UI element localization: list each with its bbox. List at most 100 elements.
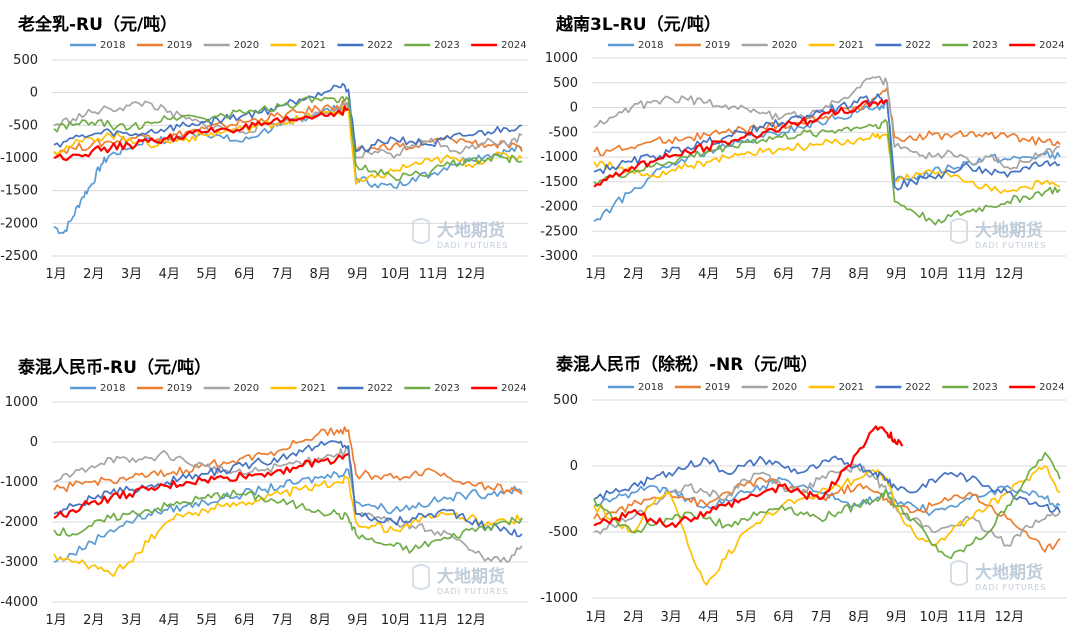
x-tick-label: 8月 — [310, 613, 331, 628]
x-tick-label: 3月 — [661, 267, 682, 282]
legend-label: 2023 — [434, 40, 459, 51]
y-tick-label: -1000 — [540, 591, 578, 606]
legend-label: 2024 — [501, 40, 526, 51]
legend-label: 2023 — [972, 382, 997, 393]
legend-label: 2021 — [301, 383, 326, 394]
y-tick-label: 0 — [570, 459, 578, 474]
y-tick-label: -2500 — [540, 224, 578, 239]
legend-label: 2021 — [301, 40, 326, 51]
series-line-2024 — [53, 452, 349, 519]
legend-label: 2020 — [234, 383, 259, 394]
legend-label: 2018 — [638, 382, 663, 393]
chart-4: 泰混人民币（除税）-NR（元/吨） 500 0 -500 -1000 1月 2月 3月 4月 5月… — [540, 354, 1066, 625]
y-tick-label: -500 — [8, 118, 38, 133]
y-tick-label: -1000 — [540, 150, 578, 165]
x-tick-label: 6月 — [234, 613, 255, 628]
y-tick-label: -500 — [548, 125, 578, 140]
series-line-2021 — [593, 132, 1061, 195]
x-tick-label: 6月 — [234, 267, 255, 282]
x-tick-label: 1月 — [45, 267, 66, 282]
chart-title: 老全乳-RU（元/吨） — [17, 14, 177, 35]
chart-2: 越南3L-RU（元/吨） 1000 500 0 -500 -1000 -1500 -2000 -… — [540, 14, 1066, 282]
watermark-cn: 大地期货 — [437, 566, 505, 587]
y-tick-label: -2000 — [0, 216, 38, 231]
x-tick-label: 12月 — [995, 267, 1025, 282]
series-line-2023 — [53, 95, 523, 182]
x-tick-label: 1月 — [45, 613, 66, 628]
x-tick-label: 10月 — [381, 613, 411, 628]
series-line-2022 — [53, 82, 523, 153]
y-tick-label: 0 — [30, 435, 38, 450]
legend-label: 2020 — [772, 40, 797, 51]
x-tick-label: 5月 — [736, 610, 757, 625]
y-tick-label: -1500 — [0, 184, 38, 199]
x-tick-label: 2月 — [83, 267, 104, 282]
y-tick-label: -3000 — [0, 555, 38, 570]
x-tick-label: 4月 — [698, 610, 719, 625]
series-line-2024 — [593, 425, 904, 528]
watermark-en: DADI FUTURES — [975, 583, 1046, 592]
series-line-2020 — [593, 75, 1061, 170]
series-line-2018 — [53, 104, 523, 235]
logo-mark-icon — [412, 564, 430, 590]
y-tick-label: -2000 — [540, 200, 578, 215]
x-tick-label: 5月 — [196, 613, 217, 628]
legend-label: 2020 — [234, 40, 259, 51]
chart-3: 泰混人民币-RU（元/吨） 1000 0 -1000 -2000 -3000 -4000 1月… — [0, 357, 528, 628]
x-tick-label: 12月 — [456, 267, 486, 282]
x-tick-label: 11月 — [419, 613, 449, 628]
x-tick-label: 5月 — [196, 267, 217, 282]
x-tick-label: 9月 — [347, 267, 368, 282]
x-tick-label: 10月 — [919, 610, 949, 625]
x-tick-label: 10月 — [919, 267, 949, 282]
series-line-2023 — [53, 489, 523, 554]
logo-mark-icon — [950, 218, 968, 244]
series-line-2020 — [593, 463, 1061, 547]
legend-label: 2019 — [167, 40, 192, 51]
x-tick-label: 11月 — [957, 267, 987, 282]
x-tick-label: 8月 — [848, 610, 869, 625]
legend-label: 2018 — [100, 383, 125, 394]
y-tick-label: -500 — [548, 525, 578, 540]
x-tick-label: 10月 — [381, 267, 411, 282]
legend-label: 2018 — [638, 40, 663, 51]
legend-label: 2023 — [434, 383, 459, 394]
y-tick-label: -1500 — [540, 175, 578, 190]
legend-label: 2022 — [905, 40, 930, 51]
watermark-en: DADI FUTURES — [437, 241, 508, 250]
x-tick-label: 8月 — [848, 267, 869, 282]
legend-label: 2024 — [501, 383, 526, 394]
x-tick-label: 7月 — [811, 267, 832, 282]
series-line-2024 — [53, 105, 349, 162]
x-tick-label: 2月 — [623, 267, 644, 282]
legend-label: 2024 — [1039, 40, 1064, 51]
series-line-2020 — [53, 445, 523, 563]
x-tick-label: 4月 — [159, 613, 180, 628]
x-tick-label: 9月 — [886, 610, 907, 625]
y-tick-label: 0 — [570, 101, 578, 116]
series-line-2019 — [593, 476, 1061, 553]
y-tick-label: 1000 — [5, 395, 38, 410]
legend-label: 2021 — [839, 382, 864, 393]
y-tick-label: 500 — [13, 53, 38, 68]
x-tick-label: 12月 — [456, 613, 486, 628]
x-tick-label: 6月 — [773, 267, 794, 282]
x-tick-label: 12月 — [995, 610, 1025, 625]
x-tick-label: 11月 — [957, 610, 987, 625]
series-line-2018 — [593, 101, 1061, 222]
y-tick-label: -2000 — [0, 515, 38, 530]
y-tick-label: -3000 — [540, 249, 578, 264]
legend-label: 2022 — [367, 40, 392, 51]
chart-title: 泰混人民币-RU（元/吨） — [18, 357, 211, 378]
x-tick-label: 6月 — [773, 610, 794, 625]
legend-label: 2022 — [905, 382, 930, 393]
series-line-2018 — [53, 468, 523, 563]
x-tick-label: 5月 — [736, 267, 757, 282]
x-tick-label: 1月 — [585, 610, 606, 625]
series-line-2021 — [53, 475, 523, 578]
